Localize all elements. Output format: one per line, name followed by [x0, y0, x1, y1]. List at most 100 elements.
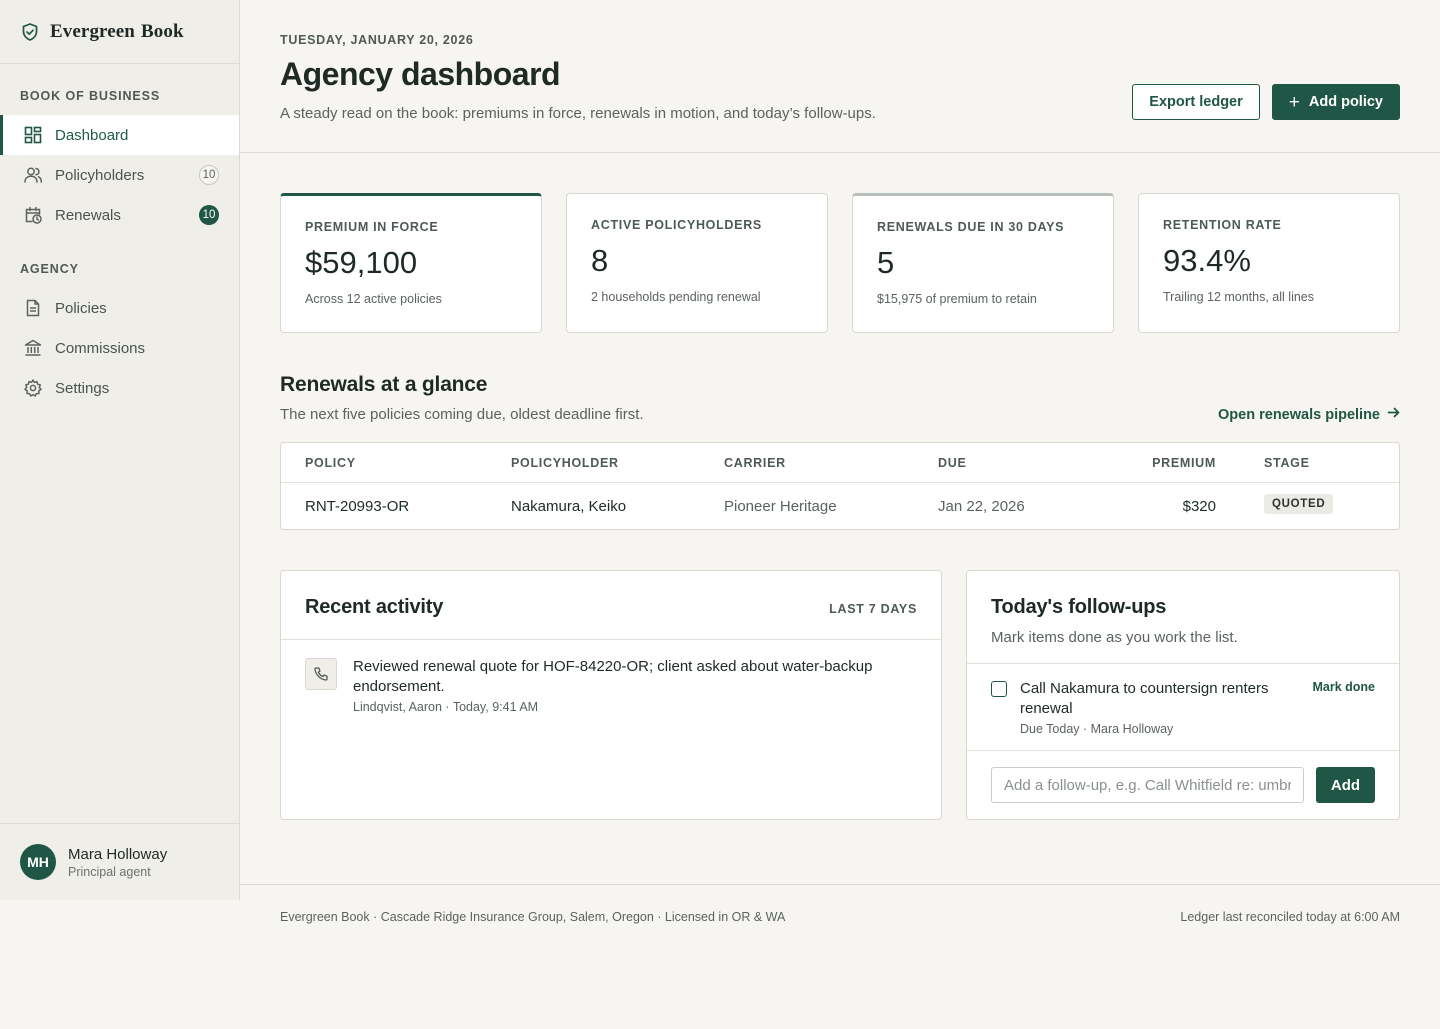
user-name: Mara Holloway — [68, 845, 168, 863]
stat-label: RETENTION RATE — [1163, 218, 1282, 232]
sidebar-item-label: Policyholders — [55, 166, 145, 184]
page-footer: Evergreen Book · Cascade Ridge Insurance… — [240, 884, 1440, 947]
activity-range: LAST 7 DAYS — [829, 602, 917, 616]
stat-label: PREMIUM IN FORCE — [305, 220, 439, 234]
user-role: Principal agent — [68, 864, 151, 879]
sidebar-item-label: Settings — [55, 379, 110, 397]
followup-input[interactable] — [991, 767, 1304, 803]
stat-note: $15,975 of premium to retain — [877, 292, 1037, 306]
bank-icon — [22, 337, 44, 359]
count-badge: 10 — [199, 205, 219, 225]
table-header: POLICY POLICYHOLDER CARRIER DUE PREMIUM … — [281, 443, 1399, 483]
renewals-subtitle: The next five policies coming due, oldes… — [280, 406, 644, 423]
sidebar-item-commissions[interactable]: Commissions — [0, 328, 239, 368]
followups-card: Today's follow-ups Mark items done as yo… — [966, 570, 1400, 820]
add-followup-button[interactable]: Add — [1316, 767, 1375, 803]
sidebar-item-dashboard[interactable]: Dashboard — [0, 115, 239, 155]
followups-subtitle: Mark items done as you work the list. — [991, 629, 1238, 646]
col-policyholder[interactable]: POLICYHOLDER — [511, 456, 619, 470]
cell-policyholder: Nakamura, Keiko — [511, 498, 627, 515]
stat-value: 93.4% — [1163, 243, 1251, 278]
cell-due: Jan 22, 2026 — [938, 498, 1025, 515]
activity-item[interactable]: Reviewed renewal quote for HOF-84220-OR;… — [281, 640, 941, 714]
stat-card-premium: PREMIUM IN FORCE $59,100 Across 12 activ… — [280, 193, 542, 333]
brand[interactable]: Evergreen Book — [0, 0, 239, 64]
col-due[interactable]: DUE — [938, 456, 967, 470]
col-stage[interactable]: STAGE — [1264, 456, 1310, 470]
nav-section-agency: AGENCY — [20, 262, 79, 276]
followup-meta: Due Today · Mara Holloway — [1020, 722, 1174, 736]
sidebar-item-settings[interactable]: Settings — [0, 368, 239, 408]
sidebar-item-label: Commissions — [55, 339, 146, 357]
gear-icon — [22, 377, 44, 399]
stat-card-renewals: RENEWALS DUE IN 30 DAYS 5 $15,975 of pre… — [852, 193, 1114, 333]
page-title: Agency dashboard — [280, 56, 561, 92]
sidebar-item-label: Policies — [55, 299, 107, 317]
recent-activity-card: Recent activity LAST 7 DAYS Reviewed ren… — [280, 570, 942, 820]
add-policy-button[interactable]: + Add policy — [1271, 84, 1400, 120]
table-row[interactable]: RNT-20993-OR Nakamura, Keiko Pioneer Her… — [281, 483, 1399, 529]
stat-label: RENEWALS DUE IN 30 DAYS — [877, 220, 1065, 234]
footer-reconciled-status: Ledger last reconciled today at 6:00 AM — [1180, 910, 1400, 924]
avatar: MH — [20, 844, 56, 880]
sidebar-item-renewals[interactable]: Renewals 10 — [0, 195, 239, 235]
main-content: TUESDAY, JANUARY 20, 2026 Agency dashboa… — [240, 0, 1440, 820]
users-icon — [22, 164, 44, 186]
shield-check-icon — [20, 22, 40, 42]
calendar-clock-icon — [22, 204, 44, 226]
cell-carrier: Pioneer Heritage — [724, 498, 837, 515]
sidebar-item-policyholders[interactable]: Policyholders 10 — [0, 155, 239, 195]
followup-item: Call Nakamura to countersign renters ren… — [967, 664, 1399, 751]
stats-row: PREMIUM IN FORCE $59,100 Across 12 activ… — [280, 193, 1400, 333]
brand-name: Evergreen Book — [50, 20, 184, 42]
stat-note: Trailing 12 months, all lines — [1163, 290, 1314, 304]
col-carrier[interactable]: CARRIER — [724, 456, 786, 470]
followup-text: Call Nakamura to countersign renters ren… — [1020, 680, 1269, 717]
link-label: Open renewals pipeline — [1218, 406, 1380, 423]
stat-note: Across 12 active policies — [305, 292, 442, 306]
activity-header: Recent activity LAST 7 DAYS — [281, 571, 941, 640]
col-premium[interactable]: PREMIUM — [1152, 456, 1216, 470]
cell-premium: $320 — [1182, 498, 1216, 515]
add-policy-label: Add policy — [1308, 94, 1383, 110]
followups-title: Today's follow-ups — [991, 596, 1167, 618]
arrow-right-icon — [1387, 406, 1400, 423]
renewals-table: POLICY POLICYHOLDER CARRIER DUE PREMIUM … — [280, 442, 1400, 530]
document-icon — [22, 297, 44, 319]
cell-policy: RNT-20993-OR — [305, 498, 410, 515]
page-header: TUESDAY, JANUARY 20, 2026 Agency dashboa… — [240, 0, 1440, 153]
stat-label: ACTIVE POLICYHOLDERS — [591, 218, 762, 232]
stat-value: 8 — [591, 243, 609, 278]
nav-section-book: BOOK OF BUSINESS — [20, 89, 161, 103]
activity-text: Reviewed renewal quote for HOF-84220-OR;… — [353, 658, 873, 695]
sidebar-item-policies[interactable]: Policies — [0, 288, 239, 328]
activity-meta: Lindqvist, Aaron · Today, 9:41 AM — [353, 700, 539, 714]
plus-icon: + — [1288, 91, 1300, 113]
header-actions: Export ledger + Add policy — [1132, 84, 1400, 120]
sidebar-item-label: Dashboard — [55, 126, 129, 144]
export-ledger-button[interactable]: Export ledger — [1132, 84, 1260, 120]
page-date: TUESDAY, JANUARY 20, 2026 — [280, 33, 474, 47]
page-subtitle: A steady read on the book: premiums in f… — [280, 105, 876, 122]
stat-value: 5 — [877, 245, 895, 280]
renewals-title: Renewals at a glance — [280, 373, 488, 396]
stat-card-policyholders: ACTIVE POLICYHOLDERS 8 2 households pend… — [566, 193, 828, 333]
open-renewals-pipeline-link[interactable]: Open renewals pipeline — [1218, 406, 1400, 423]
stat-note: 2 households pending renewal — [591, 290, 761, 304]
stage-badge: QUOTED — [1264, 494, 1334, 514]
sidebar-item-label: Renewals — [55, 206, 121, 224]
user-profile[interactable]: MH Mara Holloway Principal agent — [0, 823, 239, 900]
footer-agency-info: Evergreen Book · Cascade Ridge Insurance… — [280, 910, 786, 924]
dashboard-icon — [22, 124, 44, 146]
stat-card-retention: RETENTION RATE 93.4% Trailing 12 months,… — [1138, 193, 1400, 333]
phone-icon — [305, 658, 337, 690]
col-policy[interactable]: POLICY — [305, 456, 356, 470]
mark-done-button[interactable]: Mark done — [1312, 680, 1375, 694]
followup-checkbox[interactable] — [991, 681, 1007, 697]
followups-header: Today's follow-ups Mark items done as yo… — [967, 571, 1399, 664]
activity-title: Recent activity — [305, 596, 444, 618]
sidebar: Evergreen Book BOOK OF BUSINESS Dashboard… — [0, 0, 240, 900]
stat-value: $59,100 — [305, 245, 418, 280]
count-badge: 10 — [199, 165, 219, 185]
followup-add-row: Add — [967, 751, 1399, 819]
